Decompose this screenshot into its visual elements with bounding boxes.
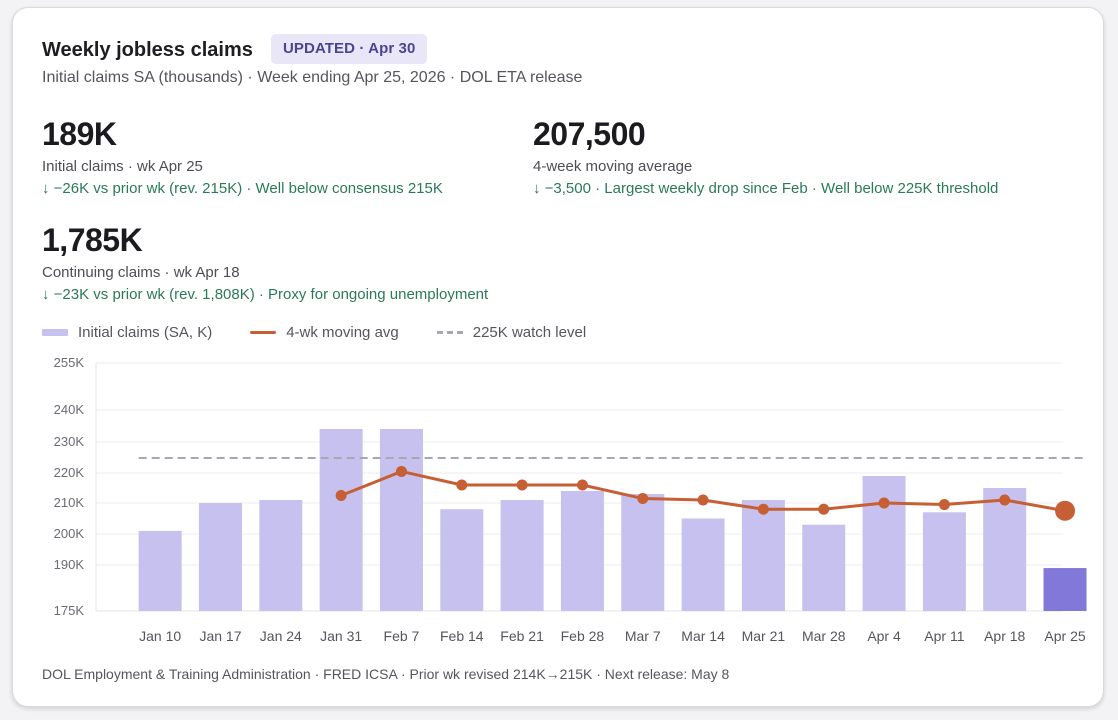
legend-item-threshold: 225K watch level (436, 324, 587, 341)
y-tick-label: 190K (54, 557, 85, 572)
moving-average-point (878, 497, 890, 509)
moving-average-point (576, 479, 588, 491)
moving-average-point (697, 494, 709, 506)
x-tick-label: Apr 4 (867, 628, 901, 644)
y-tick-label: 175K (54, 603, 85, 618)
card-title: Weekly jobless claims (42, 39, 253, 61)
legend-swatch-dash (436, 331, 463, 334)
moving-average-point (335, 490, 347, 501)
chart-legend: Initial claims (SA, K) 4-wk moving avg 2… (42, 324, 624, 341)
bar-apr-18 (983, 488, 1027, 611)
moving-average-point (637, 493, 649, 504)
stat-continuing-claims: 1,785K Continuing claims · wk Apr 18 ↓ −… (42, 222, 488, 305)
stat-value: 1,785K (42, 222, 143, 258)
bar-apr-25 (1043, 568, 1087, 611)
moving-average-point (757, 503, 769, 515)
x-tick-label: Feb 28 (561, 628, 605, 644)
bar-jan-10 (138, 530, 182, 611)
moving-average-point (999, 494, 1011, 506)
y-tick-label: 210K (54, 495, 85, 510)
bar-feb-14 (440, 509, 484, 611)
bar-mar-7 (621, 494, 665, 611)
stat-delta: ↓ −26K vs prior wk (rev. 215K) · Well be… (42, 180, 443, 197)
stat-delta: ↓ −23K vs prior wk (rev. 1,808K) · Proxy… (42, 286, 489, 303)
claims-card: Weekly jobless claims UPDATED · Apr 30 I… (12, 7, 1104, 707)
x-tick-label: Mar 21 (742, 628, 786, 644)
x-tick-label: Mar 28 (802, 628, 846, 644)
legend-label: 225K watch level (472, 324, 587, 341)
bar-feb-28 (560, 491, 604, 611)
moving-average-point (818, 503, 830, 515)
bar-mar-14 (681, 518, 725, 611)
bar-jan-31 (319, 429, 363, 611)
moving-average-point-latest (1055, 500, 1076, 521)
bar-feb-7 (379, 429, 423, 611)
bar-apr-11 (922, 512, 966, 611)
stat-delta: ↓ −3,500 · Largest weekly drop since Feb… (533, 180, 999, 197)
bar-jan-17 (198, 503, 242, 611)
moving-average-point (395, 465, 407, 477)
x-tick-label: Feb 14 (440, 628, 484, 644)
bar-jan-24 (259, 500, 303, 611)
x-tick-label: Jan 10 (139, 628, 181, 644)
x-tick-label: Feb 7 (384, 628, 420, 644)
claims-chart: 175K 190K 200K 210K 220K 230K 240K 255K Jan 10 Ja… (54, 355, 1087, 644)
legend-swatch-line (250, 331, 277, 334)
bar-mar-28 (802, 524, 846, 611)
card-subtitle: Initial claims SA (thousands) · Week end… (42, 69, 583, 86)
legend-item-bars: Initial claims (SA, K) (42, 324, 212, 341)
x-tick-label: Apr 11 (924, 628, 964, 644)
stat-initial-claims: 189K Initial claims · wk Apr 25 ↓ −26K v… (42, 116, 443, 199)
moving-average-point (516, 479, 528, 491)
stat-label: Initial claims · wk Apr 25 (42, 158, 203, 175)
y-tick-label: 220K (54, 465, 85, 480)
y-tick-label: 255K (54, 355, 85, 370)
x-tick-label: Jan 17 (199, 628, 241, 644)
moving-average-point (938, 499, 950, 511)
moving-average-point (456, 479, 468, 491)
x-tick-label: Jan 24 (260, 628, 302, 644)
legend-label: 4-wk moving avg (286, 324, 399, 341)
stat-label: Continuing claims · wk Apr 18 (42, 264, 240, 281)
x-tick-label: Apr 18 (984, 628, 1025, 644)
x-tick-label: Jan 31 (320, 628, 362, 644)
y-tick-label: 240K (54, 402, 85, 417)
legend-label: Initial claims (SA, K) (78, 324, 213, 341)
bar-apr-4 (862, 476, 906, 611)
bar-feb-21 (500, 500, 544, 611)
x-tick-label: Feb 21 (500, 628, 544, 644)
legend-item-line: 4-wk moving avg (250, 324, 399, 341)
source-footer: DOL Employment & Training Administration… (42, 666, 730, 682)
stat-moving-average: 207,500 4-week moving average ↓ −3,500 ·… (533, 116, 998, 199)
x-tick-label: Mar 7 (625, 628, 661, 644)
stat-value: 189K (42, 116, 117, 152)
updated-badge: UPDATED · Apr 30 (271, 34, 428, 64)
x-tick-label: Apr 25 (1044, 628, 1085, 644)
stat-value: 207,500 (533, 116, 646, 152)
bar-mar-21 (741, 500, 785, 611)
stat-label: 4-week moving average (533, 158, 693, 175)
y-tick-label: 200K (54, 526, 85, 541)
legend-swatch-bar (42, 329, 68, 336)
y-tick-label: 230K (54, 434, 85, 449)
x-tick-label: Mar 14 (681, 628, 725, 644)
